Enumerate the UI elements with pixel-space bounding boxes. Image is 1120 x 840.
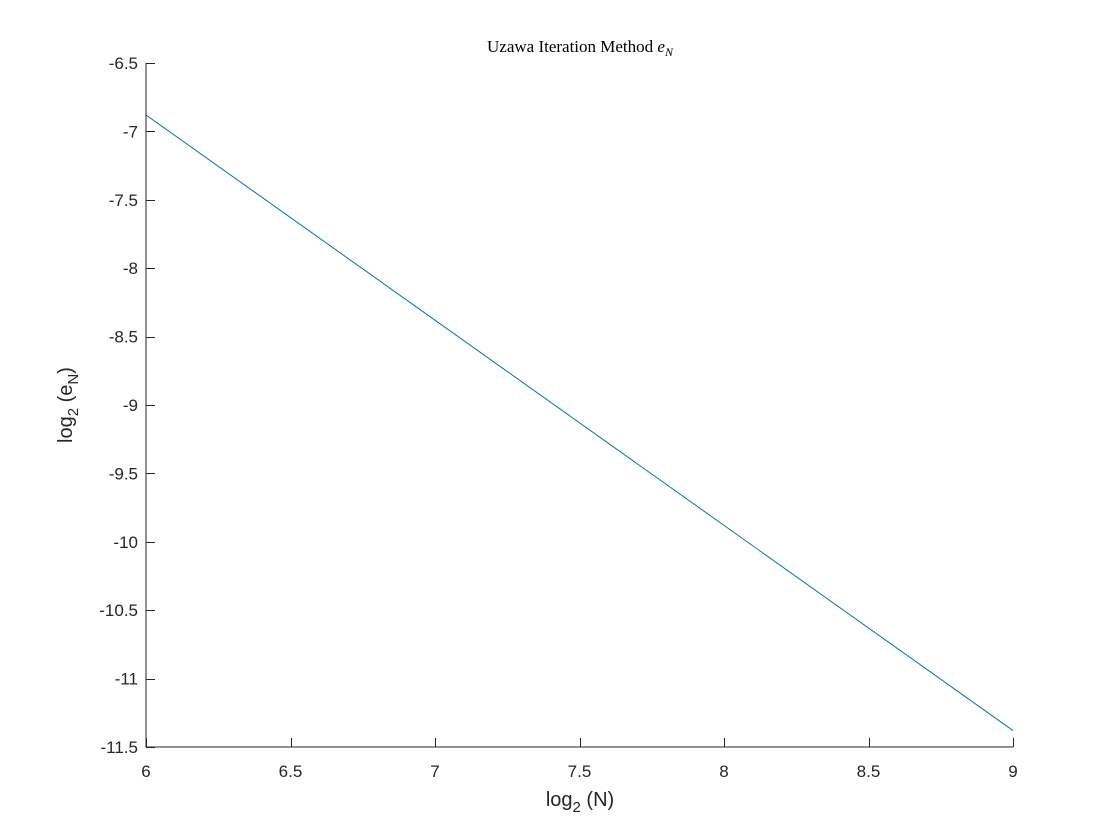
x-tick-label: 9 bbox=[1008, 762, 1017, 781]
y-tick-label: -7 bbox=[123, 122, 138, 141]
y-tick-label: -8 bbox=[123, 259, 138, 278]
y-tick-label: -11.5 bbox=[101, 738, 139, 757]
y-tick-label: -8.5 bbox=[109, 328, 138, 347]
x-tick-label: 6.5 bbox=[279, 762, 303, 781]
y-tick-label: -10.5 bbox=[99, 601, 138, 620]
y-tick-label: -11 bbox=[115, 670, 138, 689]
series-layer bbox=[145, 114, 1014, 731]
series-line-0 bbox=[145, 114, 1014, 731]
y-tick-label: -10 bbox=[113, 533, 138, 552]
y-tick-label: -6.5 bbox=[109, 54, 138, 73]
y-axis-label: log2 (eN) bbox=[55, 367, 82, 443]
x-tick-label: 8.5 bbox=[857, 762, 881, 781]
y-tick-label: -9 bbox=[123, 396, 138, 415]
x-tick-label: 7 bbox=[430, 762, 439, 781]
y-tick-layer: -6.5 -7 -7.5 -8 -8.5 -9 -9.5 -10 -10.5 -11 -11.5 bbox=[99, 54, 155, 757]
x-tick-label: 6 bbox=[141, 762, 150, 781]
x-tick-label: 8 bbox=[719, 762, 728, 781]
x-tick-label: 7.5 bbox=[568, 762, 592, 781]
x-axis-label: log2 (N) bbox=[546, 789, 614, 816]
x-tick-layer: 6 6.5 7 7.5 8 8.5 9 bbox=[141, 738, 1018, 781]
y-tick-label: -9.5 bbox=[109, 464, 138, 483]
y-tick-label: -7.5 bbox=[109, 191, 138, 210]
chart-title: Uzawa Iteration Method eN bbox=[487, 37, 674, 59]
